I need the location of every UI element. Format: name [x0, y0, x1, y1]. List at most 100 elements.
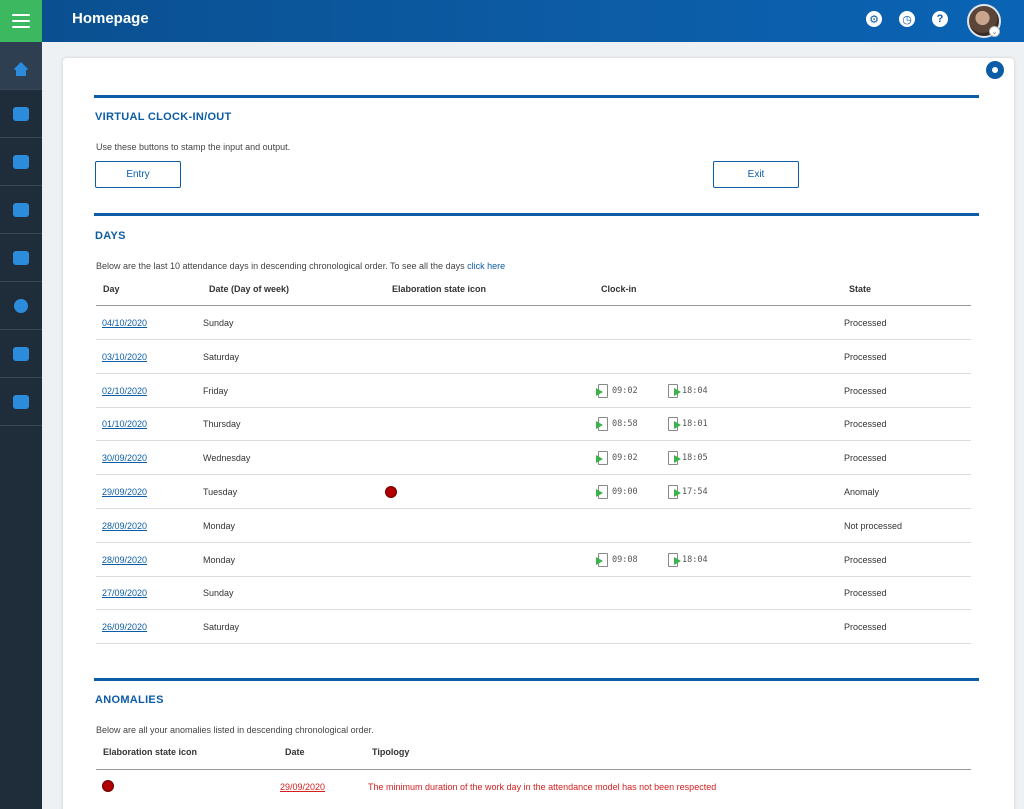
user-settings-icon [13, 202, 29, 217]
state-label: Processed [844, 419, 887, 430]
clock-in-time: 09:02 [612, 453, 638, 464]
sidebar-item-home[interactable] [0, 42, 42, 90]
sidebar-item-gauge[interactable] [0, 282, 42, 330]
day-link[interactable]: 02/10/2020 [102, 385, 148, 396]
click-here-link[interactable]: click here [467, 261, 506, 271]
state-label: Processed [844, 622, 887, 633]
sidebar-item-user-settings[interactable] [0, 186, 42, 234]
clock-section-title: VIRTUAL CLOCK-IN/OUT [95, 111, 232, 123]
clock-out-arrow-icon [668, 417, 681, 432]
anomalies-section-description: Below are all your anomalies listed in d… [96, 725, 374, 735]
sidebar-item-monitor[interactable] [0, 234, 42, 282]
weekday: Monday [203, 554, 236, 565]
clock-in-time: 09:02 [612, 385, 638, 396]
column-header-icon: Elaboration state icon [392, 284, 487, 294]
state-label: Anomaly [844, 487, 880, 497]
column-header-date: Date (Day of week) [209, 284, 290, 294]
clock-out-entry: 18:04 [668, 383, 708, 399]
clock-in-entry: 09:02 [596, 383, 638, 399]
clock-in-entry: 09:00 [596, 484, 638, 500]
anomaly-dot-icon [385, 486, 397, 498]
anomaly-typology: The minimum duration of the work day in … [368, 782, 717, 792]
table-header-line [96, 305, 971, 306]
day-link[interactable]: 04/10/2020 [102, 318, 148, 328]
day-link[interactable]: 03/10/2020 [102, 351, 148, 362]
clock-out-arrow-icon [668, 451, 681, 466]
column-header-typology: Tipology [372, 747, 410, 757]
days-section-description: Below are the last 10 attendance days in… [96, 261, 505, 271]
gauge-icon [14, 298, 28, 313]
days-section-title: DAYS [95, 230, 126, 242]
table-row: 04/10/2020 Sunday Processed [96, 306, 971, 340]
weekday: Saturday [203, 622, 240, 633]
clock-in-arrow-icon [596, 417, 608, 432]
main-card [63, 58, 1014, 809]
day-link[interactable]: 27/09/2020 [102, 588, 148, 599]
chevron-down-icon[interactable]: ⌄ [989, 26, 1000, 37]
clock-in-time: 09:08 [612, 554, 638, 565]
table-row: 28/09/2020 Monday Not processed [96, 509, 971, 543]
column-header-state: State [849, 284, 872, 294]
column-header-icon: Elaboration state icon [103, 747, 198, 757]
clock-out-entry: 17:54 [668, 484, 708, 500]
clock-in-arrow-icon [596, 485, 608, 499]
column-header-clock-in: Clock-in [601, 284, 637, 294]
clock-in-time: 09:00 [612, 487, 638, 497]
table-row: 28/09/2020 Monday 09:08 18:04 Processed [96, 543, 971, 577]
clock-in-arrow-icon [596, 451, 608, 466]
state-label: Processed [844, 318, 887, 328]
clock-out-arrow-icon [668, 485, 681, 499]
weekday: Sunday [203, 318, 234, 328]
day-link[interactable]: 29/09/2020 [102, 487, 148, 497]
weekday: Wednesday [203, 453, 251, 464]
clock-out-time: 18:05 [682, 453, 708, 464]
clock-out-entry: 18:04 [668, 552, 708, 568]
page-title: Homepage [72, 10, 149, 27]
group-icon [13, 154, 29, 169]
gear-icon[interactable] [986, 61, 1004, 79]
question-icon[interactable]: ? [932, 11, 948, 27]
clock-section-description: Use these buttons to stamp the input and… [96, 142, 291, 152]
sidebar-item-report[interactable] [0, 378, 42, 426]
day-link[interactable]: 28/09/2020 [102, 554, 148, 565]
clock-in-entry: 09:02 [596, 450, 638, 466]
state-label: Processed [844, 554, 887, 565]
sidebar-item-chat[interactable] [0, 330, 42, 378]
day-link[interactable]: 28/09/2020 [102, 520, 148, 531]
anomaly-dot-icon [102, 780, 114, 792]
exit-button[interactable]: Exit [713, 161, 799, 188]
state-label: Processed [844, 385, 887, 396]
hamburger-menu-button[interactable] [0, 0, 42, 42]
weekday: Tuesday [203, 487, 238, 497]
state-label: Processed [844, 588, 887, 599]
weekday: Thursday [203, 419, 241, 430]
sidebar-item-users[interactable] [0, 90, 42, 138]
clock-out-entry: 18:05 [668, 450, 708, 466]
table-header-line [96, 769, 971, 770]
day-link[interactable]: 26/09/2020 [102, 622, 148, 633]
clock-out-arrow-icon [668, 552, 681, 567]
report-icon [13, 394, 29, 409]
section-divider [94, 678, 979, 681]
state-label: Not processed [844, 520, 903, 531]
day-link[interactable]: 01/10/2020 [102, 419, 148, 430]
clock-in-arrow-icon [596, 552, 608, 567]
table-row: 03/10/2020 Saturday Processed [96, 340, 971, 374]
table-row: 30/09/2020 Wednesday 09:02 18:05 Processed [96, 441, 971, 476]
table-row: 27/09/2020 Sunday Processed [96, 576, 971, 611]
table-row: 26/09/2020 Saturday Processed [96, 610, 971, 645]
gear-icon[interactable]: ⚙ [866, 11, 882, 27]
sidebar [0, 42, 42, 809]
clock-out-arrow-icon [668, 383, 681, 398]
clock-out-time: 17:54 [682, 487, 708, 497]
clock-out-time: 18:04 [682, 554, 708, 565]
anomaly-date-link[interactable]: 29/09/2020 [280, 782, 326, 792]
clock-icon[interactable]: ◷ [899, 11, 915, 27]
weekday: Saturday [203, 351, 240, 362]
day-link[interactable]: 30/09/2020 [102, 453, 148, 464]
entry-button[interactable]: Entry [95, 161, 181, 188]
clock-out-time: 18:01 [682, 419, 708, 430]
table-row: 02/10/2020 Friday 09:02 18:04 Processed [96, 374, 971, 408]
clock-out-entry: 18:01 [668, 416, 708, 432]
sidebar-item-group[interactable] [0, 138, 42, 186]
